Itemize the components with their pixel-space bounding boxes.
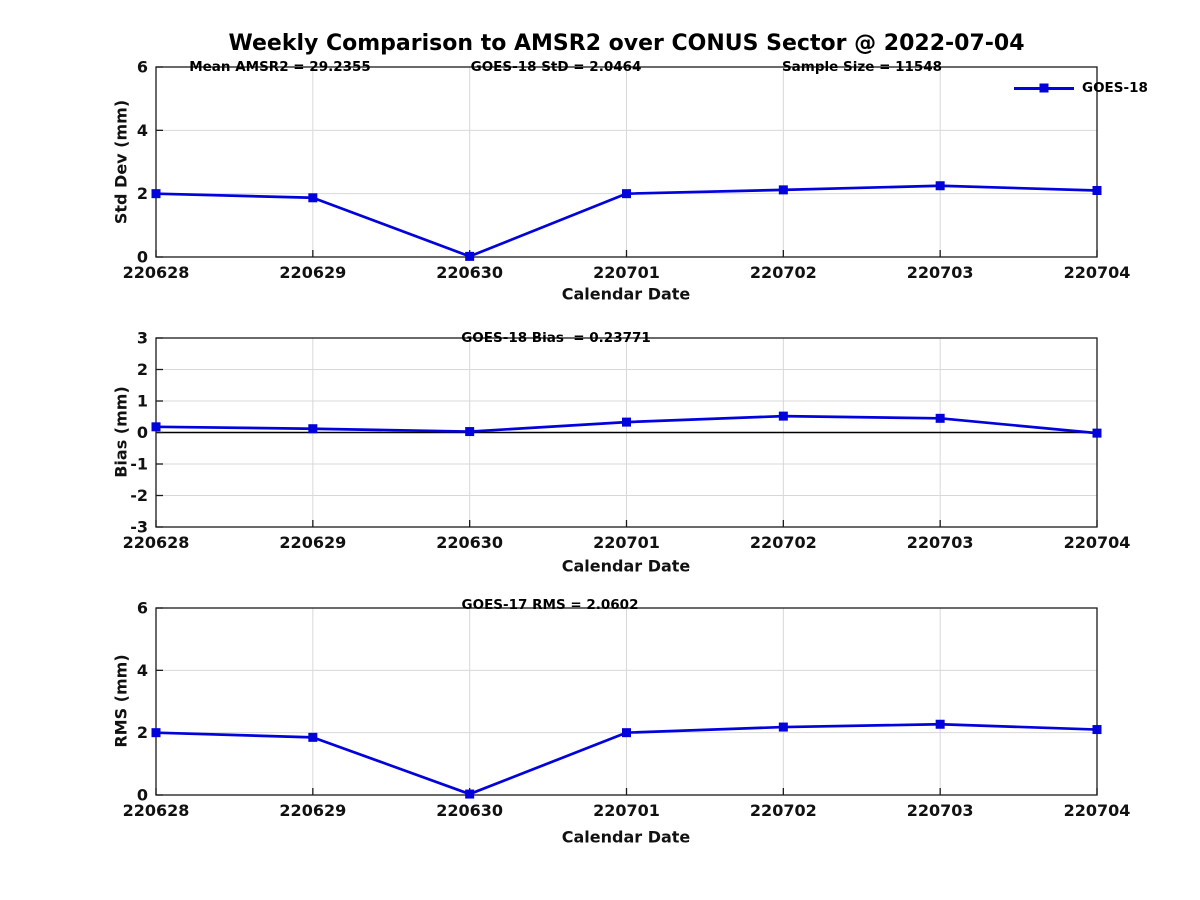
data-point-marker [778,185,788,195]
x-tick-label: 220703 [907,801,974,820]
y-tick-label: 2 [137,723,148,742]
x-tick-label: 220701 [593,533,660,552]
legend-marker-icon [1039,83,1049,93]
y-tick-label: -3 [130,518,148,537]
data-point-marker [151,189,161,199]
x-tick-label: 220704 [1064,533,1131,552]
ylabel-std-dev: Std Dev (mm) [111,99,131,225]
x-tick-label: 220701 [593,263,660,282]
y-tick-label: 2 [137,360,148,379]
data-point-marker [465,427,475,437]
xlabel-calendar-date-2: Calendar Date [561,556,691,576]
x-tick-label: 220701 [593,801,660,820]
data-point-marker [151,728,161,738]
data-point-marker [308,193,318,203]
x-tick-label: 220704 [1064,801,1131,820]
annotation-goes18-std: GOES-18 StD = 2.0464 [470,59,642,75]
x-tick-label: 220628 [123,801,190,820]
data-point-marker [935,719,945,729]
y-tick-label: 3 [137,329,148,348]
y-tick-label: 4 [137,121,148,140]
data-point-marker [935,413,945,423]
annotation-sample-size: Sample Size = 11548 [781,59,943,75]
data-point-marker [308,424,318,434]
figure-title: Weekly Comparison to AMSR2 over CONUS Se… [228,31,1025,56]
ylabel-rms: RMS (mm) [111,654,131,748]
annotation-goes17-rms: GOES-17 RMS = 2.0602 [461,597,639,613]
data-point-marker [1092,428,1102,438]
data-point-marker [778,722,788,732]
xlabel-calendar-date-3: Calendar Date [561,827,691,847]
y-tick-label: 1 [137,392,148,411]
x-tick-label: 220629 [279,801,346,820]
data-point-marker [622,417,631,427]
x-tick-label: 220630 [436,263,503,282]
x-tick-label: 220629 [279,263,346,282]
data-point-marker [151,422,161,432]
legend-label-goes18: GOES-18 [1082,80,1148,96]
y-tick-label: 4 [137,661,148,680]
x-tick-label: 220628 [123,263,190,282]
x-tick-label: 220702 [750,801,817,820]
ylabel-bias: Bias (mm) [111,386,131,478]
annotation-mean-amsr2: Mean AMSR2 = 29.2355 [189,59,371,75]
data-point-marker [465,251,475,261]
y-tick-label: -1 [130,455,148,474]
y-tick-label: 6 [137,599,148,618]
data-point-marker [1092,186,1102,195]
y-tick-label: 6 [137,58,148,77]
data-point-marker [622,189,631,199]
x-tick-label: 220704 [1064,263,1131,282]
data-point-marker [622,728,631,738]
x-tick-label: 220630 [436,533,503,552]
x-tick-label: 220629 [279,533,346,552]
data-point-marker [308,732,318,742]
y-tick-label: 2 [137,184,148,203]
x-tick-label: 220702 [750,263,817,282]
x-tick-label: 220703 [907,263,974,282]
legend-line-sample [1014,83,1074,93]
data-point-marker [1092,725,1102,735]
annotation-goes18-bias: GOES-18 Bias = 0.23771 [461,330,651,346]
y-tick-label: -2 [130,486,148,505]
y-tick-label: 0 [137,248,148,267]
x-tick-label: 220702 [750,533,817,552]
y-tick-label: 0 [137,786,148,805]
data-point-marker [935,181,945,191]
y-tick-label: 0 [137,423,148,442]
xlabel-calendar-date-1: Calendar Date [561,284,691,304]
x-tick-label: 220703 [907,533,974,552]
x-tick-label: 220630 [436,801,503,820]
data-point-marker [778,411,788,421]
legend: GOES-18 [1014,80,1148,96]
x-tick-label: 220628 [123,533,190,552]
data-point-marker [465,789,475,799]
